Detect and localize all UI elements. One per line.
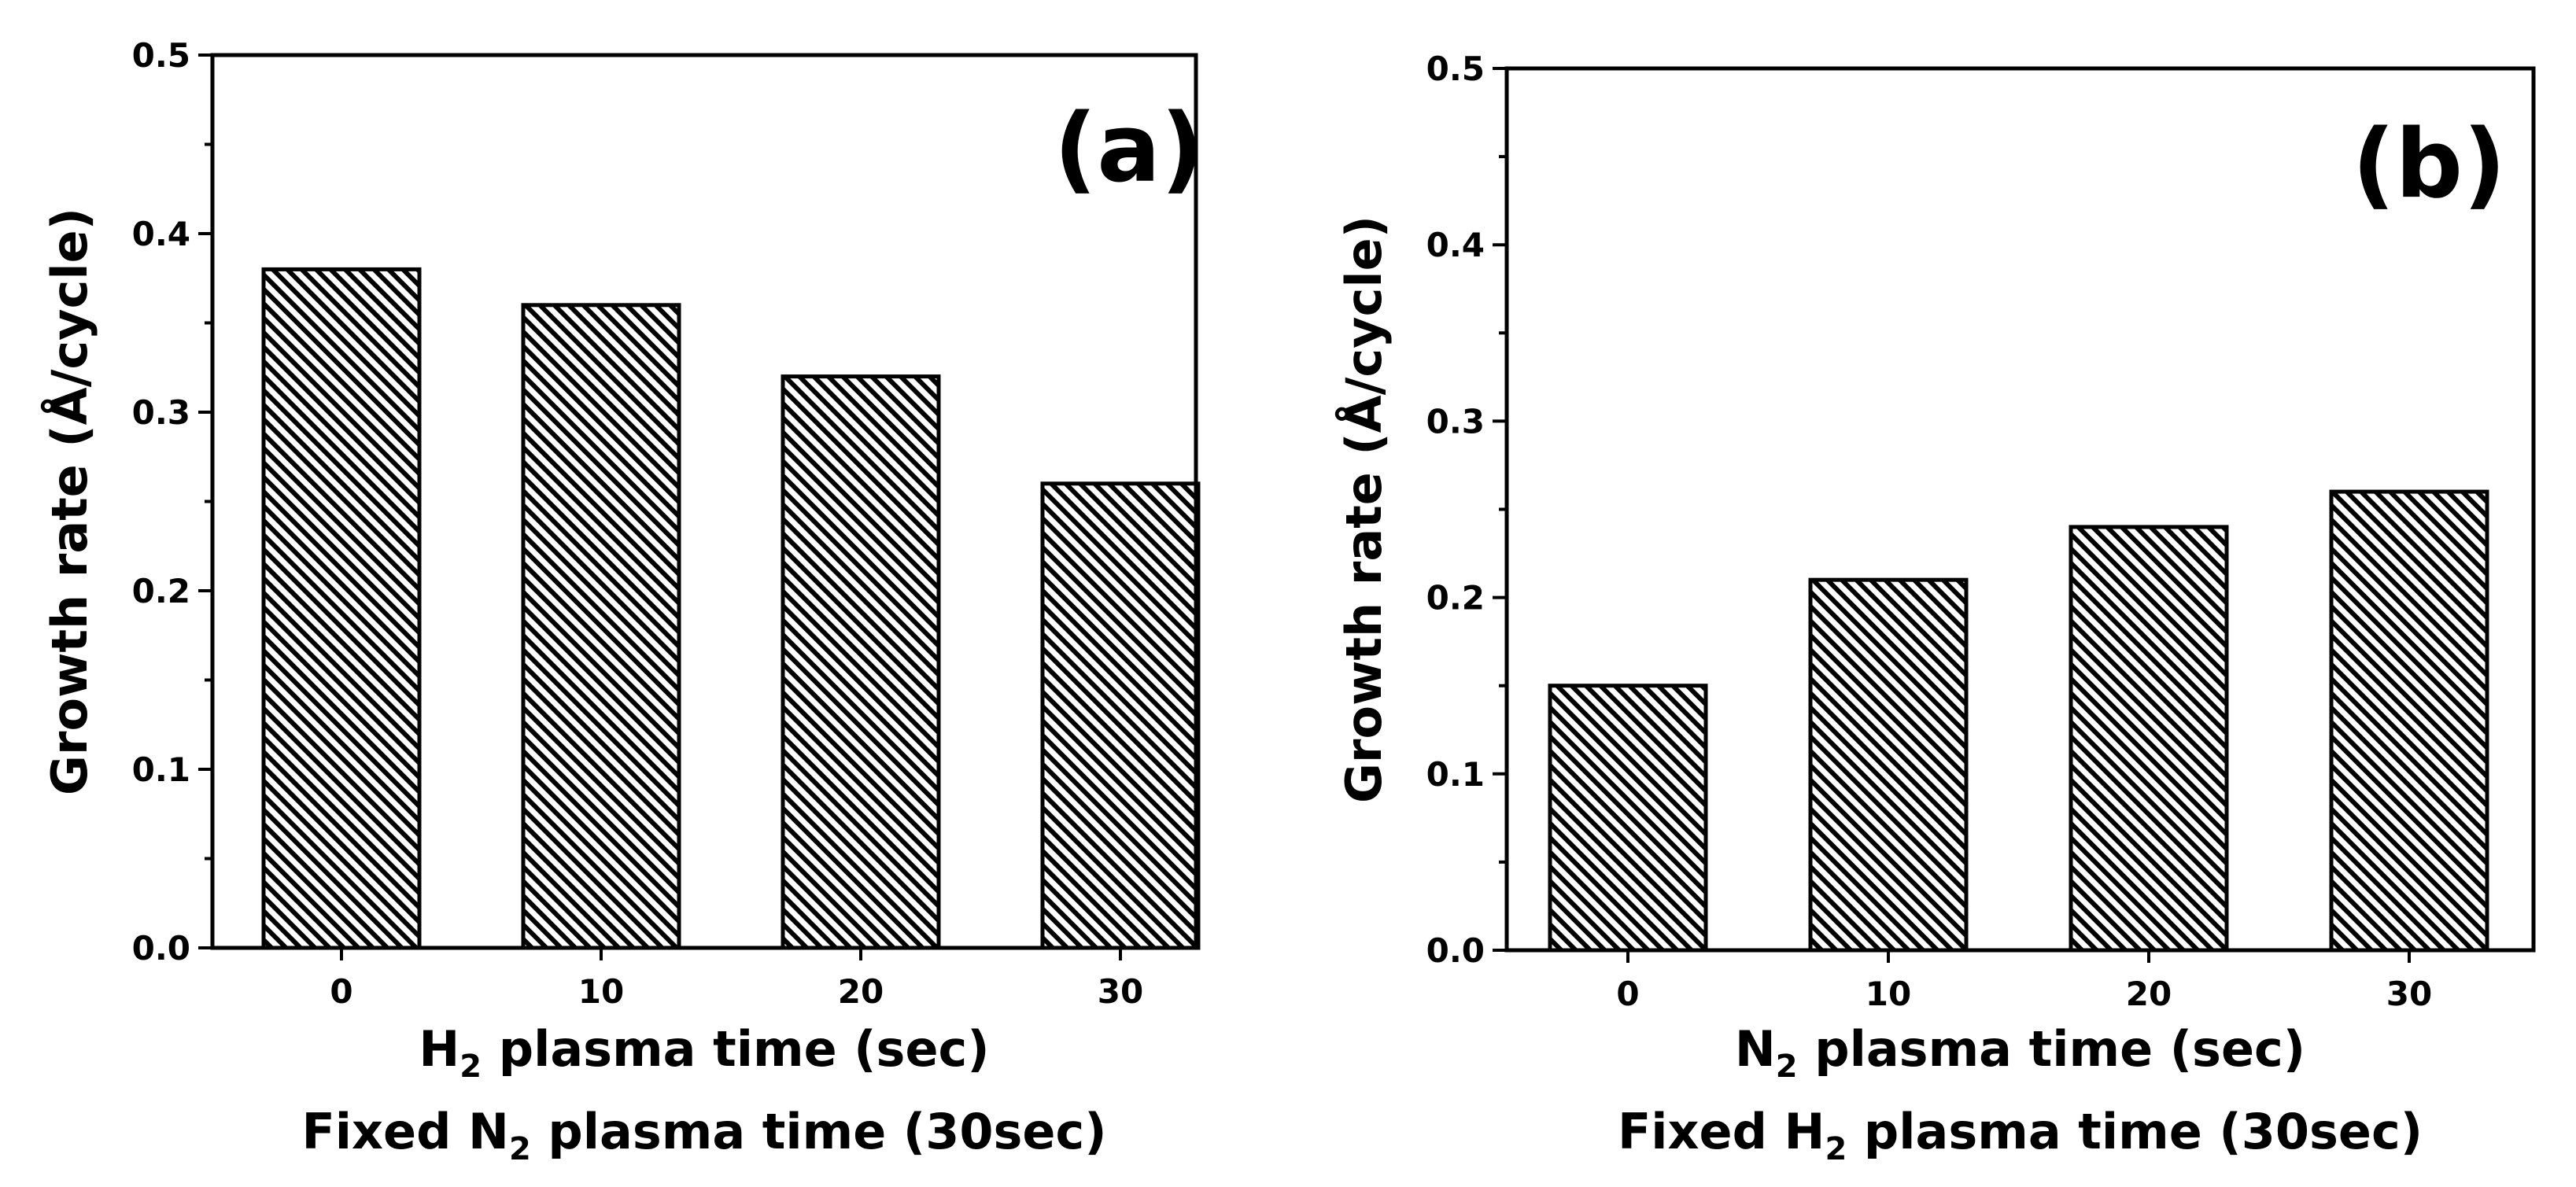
x-tick-label: 0 — [1616, 975, 1639, 1013]
y-tick-label: 0.4 — [132, 215, 190, 253]
x-axis-subtitle: Fixed N2 plasma time (30sec) — [301, 1103, 1106, 1167]
panel-label: (b) — [2352, 110, 2506, 219]
bar-30 — [1040, 481, 1201, 950]
y-tick-label: 0.0 — [132, 929, 190, 968]
bar-0 — [1548, 684, 1708, 953]
x-tick-label: 30 — [1098, 972, 1143, 1011]
bar-30 — [2329, 489, 2489, 953]
chart-panel-b: 0 10 20 30 0.0 0.1 0.2 0.3 0.4 0.5 Growth rate (Å/… — [1335, 50, 2536, 1167]
y-tick-label: 0.4 — [1426, 226, 1485, 264]
x-axis-title: H2 plasma time (sec) — [419, 1020, 989, 1085]
y-axis-title: Growth rate (Å/cycle) — [1335, 216, 1393, 803]
bar-20 — [781, 374, 941, 950]
x-axis-title: N2 plasma time (sec) — [1735, 1020, 2305, 1085]
bar-10 — [1808, 577, 1969, 953]
y-tick-label: 0.3 — [132, 393, 190, 432]
x-tick-label: 20 — [2126, 975, 2172, 1013]
y-tick-label: 0.5 — [132, 36, 190, 75]
panel-label: (a) — [1054, 94, 1204, 204]
chart-panel-a: 0 10 20 30 0.0 0.1 0.2 0.3 0.4 0.5 Growth rate (Å/… — [41, 36, 1204, 1167]
y-tick-label: 0.1 — [132, 750, 190, 789]
y-tick-label: 0.5 — [1426, 50, 1485, 88]
y-tick-label: 0.1 — [1426, 755, 1485, 794]
x-tick-label: 10 — [578, 972, 624, 1011]
bar-20 — [2069, 525, 2229, 953]
bar-0 — [261, 267, 422, 950]
y-tick-label: 0.2 — [1426, 579, 1485, 617]
x-tick-label: 20 — [838, 972, 884, 1011]
x-tick-label: 30 — [2386, 975, 2432, 1013]
x-tick-label: 10 — [1866, 975, 1911, 1013]
x-axis-subtitle: Fixed H2 plasma time (30sec) — [1618, 1103, 2423, 1167]
y-tick-label: 0.0 — [1426, 931, 1485, 970]
y-tick-label: 0.3 — [1426, 402, 1485, 441]
y-tick-label: 0.2 — [132, 572, 190, 610]
y-axis-title: Growth rate (Å/cycle) — [41, 208, 98, 795]
x-tick-label: 0 — [330, 972, 352, 1011]
bar-10 — [521, 303, 681, 950]
